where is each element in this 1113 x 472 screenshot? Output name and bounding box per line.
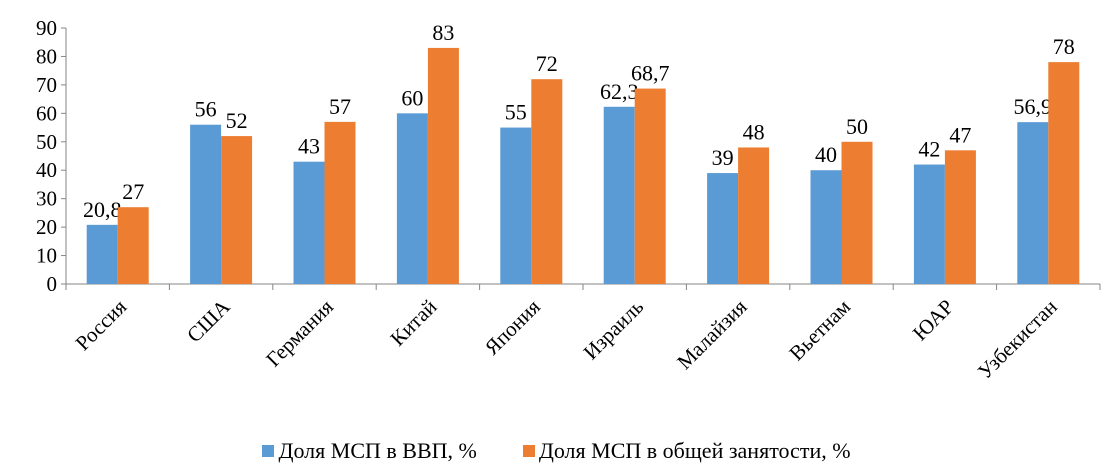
bar-gdp bbox=[810, 170, 842, 284]
legend-swatch-employment bbox=[522, 445, 535, 457]
category-label: Вьетнам bbox=[784, 295, 855, 366]
bar-employment bbox=[427, 47, 459, 285]
data-label: 78 bbox=[1053, 34, 1075, 59]
data-label: 56,9 bbox=[1014, 94, 1053, 119]
legend-label-gdp: Доля МСП в ВВП, % bbox=[278, 438, 477, 463]
bar-gdp bbox=[86, 224, 118, 284]
legend-item-employment: Доля МСП в общей занятости, % bbox=[522, 438, 851, 464]
bar-gdp bbox=[1017, 122, 1049, 284]
y-tick-label: 40 bbox=[36, 158, 57, 182]
category-label: Германия bbox=[261, 294, 338, 371]
data-label: 60 bbox=[401, 85, 423, 110]
category-label: Малайзия bbox=[672, 294, 752, 374]
data-label: 52 bbox=[226, 108, 248, 133]
legend-label-employment: Доля МСП в общей занятости, % bbox=[538, 438, 851, 463]
bar-chart: 0 10 20 30 40 50 60 70 80 90 20,827 Россия 56 52 США 43… bbox=[36, 16, 1101, 384]
data-label: 57 bbox=[329, 94, 351, 119]
data-label: 27 bbox=[122, 179, 144, 204]
bar-employment bbox=[531, 79, 563, 284]
data-label: 40 bbox=[815, 142, 837, 167]
bar-gdp bbox=[293, 161, 325, 284]
category-label: Китай bbox=[385, 295, 441, 351]
bar-gdp bbox=[603, 106, 635, 285]
category-label: ЮАР bbox=[908, 295, 959, 346]
category-label: Япония bbox=[480, 294, 545, 359]
bar-employment bbox=[841, 141, 873, 284]
data-label: 62,3 bbox=[600, 79, 639, 104]
data-label: 42 bbox=[918, 137, 940, 162]
data-label: 50 bbox=[846, 114, 868, 139]
y-tick-label: 70 bbox=[36, 73, 57, 97]
y-tick-label: 90 bbox=[36, 16, 57, 40]
data-label: 72 bbox=[536, 51, 558, 76]
category-label: Россия bbox=[71, 294, 132, 355]
bar-gdp bbox=[500, 127, 532, 284]
data-label: 68,7 bbox=[631, 61, 670, 86]
data-label: 48 bbox=[743, 119, 765, 144]
bar-employment bbox=[944, 150, 976, 284]
bar-gdp bbox=[913, 164, 945, 284]
data-label: 83 bbox=[432, 20, 454, 45]
bar-employment bbox=[324, 121, 356, 284]
y-tick-label: 50 bbox=[36, 130, 57, 154]
y-tick-label: 10 bbox=[36, 244, 57, 268]
bar-employment bbox=[117, 207, 149, 284]
data-label: 39 bbox=[712, 145, 734, 170]
y-tick-label: 20 bbox=[36, 215, 57, 239]
legend-item-gdp: Доля МСП в ВВП, % bbox=[262, 438, 477, 464]
category-label: США bbox=[182, 294, 235, 347]
data-label: 20,8 bbox=[83, 197, 122, 222]
bar-employment bbox=[221, 136, 253, 284]
y-tick-label: 80 bbox=[36, 44, 57, 68]
data-label: 56 bbox=[195, 97, 217, 122]
category-label: Узбекистан bbox=[973, 295, 1062, 384]
bar-employment bbox=[738, 147, 770, 284]
y-tick-label: 30 bbox=[36, 187, 57, 211]
y-tick-label: 0 bbox=[47, 272, 58, 296]
category-label: Израиль bbox=[579, 295, 649, 365]
bar-gdp bbox=[707, 173, 739, 284]
data-label: 47 bbox=[949, 122, 971, 147]
legend-swatch-gdp bbox=[262, 445, 275, 457]
data-label: 55 bbox=[505, 100, 527, 125]
data-label: 43 bbox=[298, 134, 320, 159]
bar-employment bbox=[1048, 62, 1080, 285]
bar-employment bbox=[634, 88, 666, 284]
bar-gdp bbox=[190, 124, 222, 284]
y-tick-label: 60 bbox=[36, 101, 57, 125]
legend: Доля МСП в ВВП, % Доля МСП в общей занят… bbox=[0, 438, 1113, 464]
bar-gdp bbox=[396, 113, 428, 284]
